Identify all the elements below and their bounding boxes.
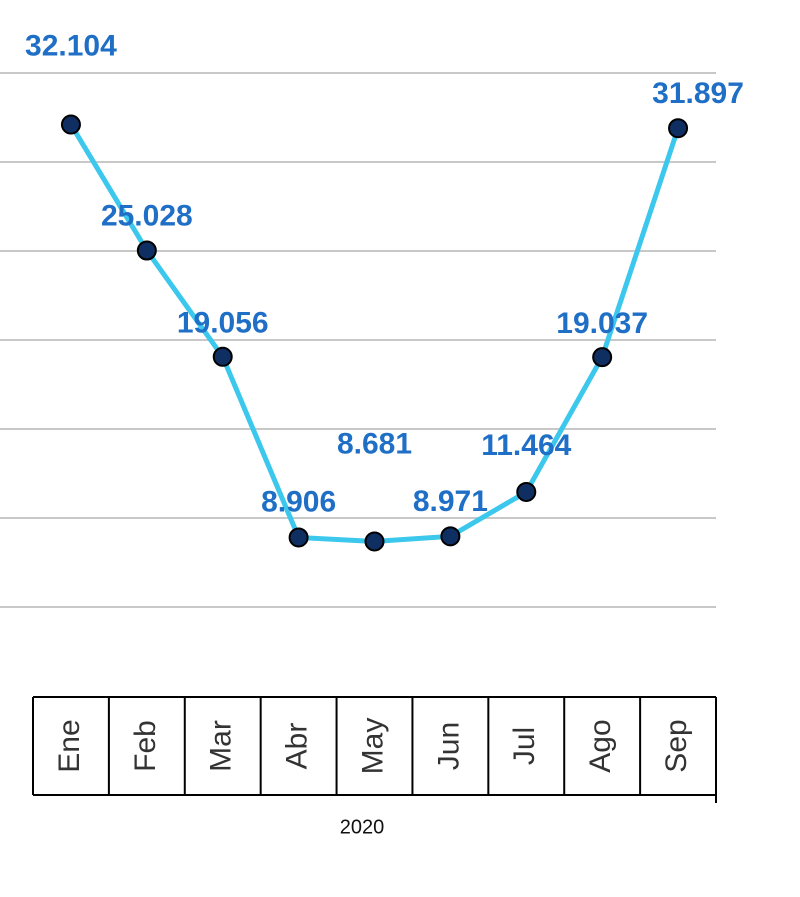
marker bbox=[60, 114, 81, 135]
data-label: 25.028 bbox=[101, 199, 193, 232]
data-label: 32.104 bbox=[25, 29, 117, 62]
x-tick-label: May bbox=[356, 718, 389, 775]
data-label: 19.056 bbox=[177, 307, 269, 340]
x-tick-label: Ene bbox=[53, 719, 86, 772]
x-tick-label: Abr bbox=[281, 723, 314, 770]
x-tick-label: Sep bbox=[660, 719, 693, 772]
x-tick-label: Ago bbox=[584, 719, 617, 772]
data-label: 19.037 bbox=[556, 307, 648, 340]
data-label: 8.906 bbox=[261, 485, 336, 518]
x-axis-label: 2020 bbox=[340, 816, 385, 838]
x-tick-label: Feb bbox=[129, 720, 162, 772]
marker bbox=[288, 527, 309, 548]
marker bbox=[212, 346, 233, 367]
marker bbox=[516, 481, 537, 502]
data-label: 11.464 bbox=[481, 429, 571, 462]
x-tick-label: Jul bbox=[508, 727, 541, 765]
x-tick-label: Mar bbox=[205, 720, 238, 772]
marker bbox=[592, 347, 613, 368]
marker bbox=[668, 118, 689, 139]
x-tick-label: Jun bbox=[432, 722, 465, 770]
data-label: 8.971 bbox=[413, 485, 488, 518]
marker bbox=[364, 531, 385, 552]
marker bbox=[136, 240, 157, 261]
marker bbox=[440, 526, 461, 547]
data-label: 8.681 bbox=[337, 427, 412, 460]
data-label: 31.897 bbox=[652, 77, 744, 110]
